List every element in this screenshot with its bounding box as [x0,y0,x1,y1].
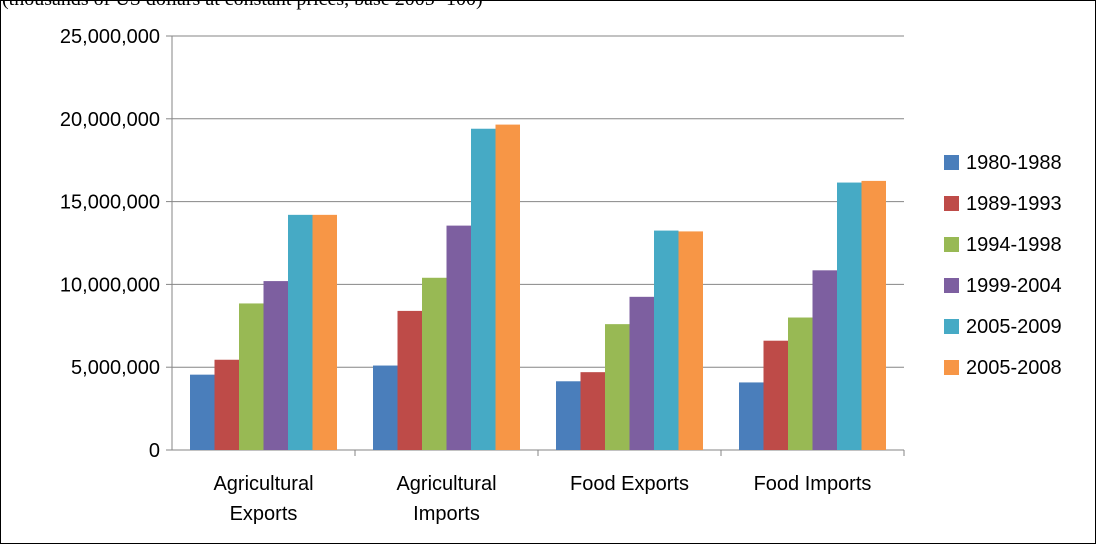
bar [214,359,239,450]
legend-label: 1980-1988 [966,152,1062,174]
legend-label: 1989-1993 [966,193,1062,215]
bars [190,124,886,450]
chart-caption: (thousands of US dollars at constant pri… [2,0,483,11]
bar [678,231,703,450]
bar [763,340,788,450]
bar [629,296,654,450]
legend-swatch [944,155,959,170]
bar [397,310,422,450]
x-tick-label: Food Imports [754,473,872,495]
x-tick-label: Agricultural [396,473,496,495]
bar [288,214,313,450]
legend-swatch [944,319,959,334]
legend-swatch [944,237,959,252]
bar [239,303,264,450]
y-tick-label: 20,000,000 [60,109,160,131]
x-tick-label: Agricultural [213,473,313,495]
bar [605,324,630,450]
legend-swatch [944,278,959,293]
x-tick-label: Exports [230,503,298,525]
y-tick-label: 15,000,000 [60,192,160,214]
bar [373,365,398,450]
bar [422,277,447,450]
bar [495,124,520,450]
bar [788,317,813,450]
bar [739,382,764,450]
legend-label: 2005-2008 [966,357,1062,379]
legend-label: 2005-2009 [966,316,1062,338]
bar [812,270,837,450]
bar [263,281,288,450]
bar [556,381,581,450]
y-tick-label: 0 [149,440,160,462]
tick-labels: 0 5,000,000 10,000,000 15,000,000 20,000,000… [60,26,872,525]
legend-label: 1994-1998 [966,234,1062,256]
bar [190,374,215,450]
y-tick-label: 10,000,000 [60,274,160,296]
legend-swatch [944,196,959,211]
x-tick-label: Imports [413,503,480,525]
bar [312,214,337,450]
y-tick-label: 25,000,000 [60,26,160,48]
y-tick-label: 5,000,000 [71,357,160,379]
bar [446,225,471,450]
bar [861,180,886,450]
x-tick-label: Food Exports [570,473,689,495]
legend-label: 1999-2004 [966,275,1062,297]
bar [654,230,679,450]
legend-swatch [944,360,959,375]
bar [580,372,605,450]
legend: 1980-1988 1989-1993 1994-1998 1999-2004 2005… [944,152,1062,379]
bar [837,182,862,450]
bar [471,128,496,450]
